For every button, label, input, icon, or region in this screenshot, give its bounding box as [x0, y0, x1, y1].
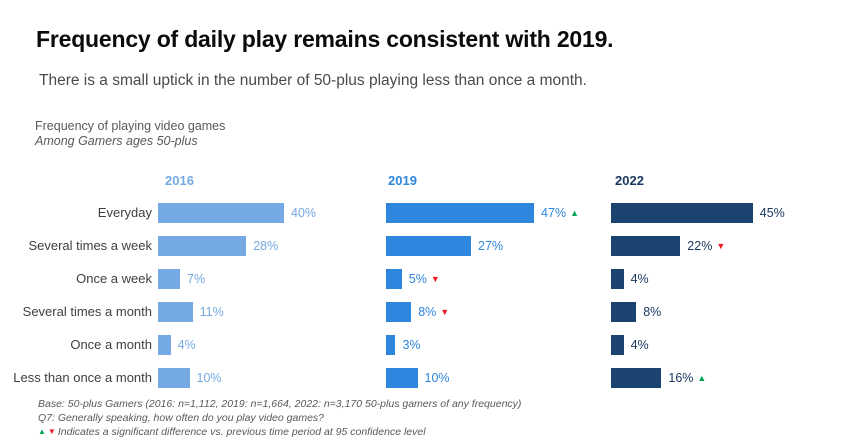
bar-2019-row4 — [386, 334, 396, 355]
bar-2019-row1 — [386, 235, 472, 256]
category-label: Everyday — [97, 204, 152, 220]
series-header-2022: 2022 — [615, 173, 644, 188]
value-label: 10% — [196, 370, 222, 385]
footnote-base: Base: 50-plus Gamers (2016: n=1,112, 201… — [38, 398, 522, 410]
category-label: Several times a week — [28, 237, 152, 253]
value-label: 10% — [424, 370, 450, 385]
value-label: 4% — [630, 271, 649, 286]
bar-2019-row2 — [386, 268, 402, 289]
bar-2016-row0 — [158, 202, 284, 223]
category-label: Once a month — [70, 336, 152, 352]
footnote-question: Q7: Generally speaking, how often do you… — [38, 411, 325, 424]
value-label: 45% — [759, 205, 785, 220]
chart-subtitle: Among Gamers ages 50-plus — [35, 133, 198, 148]
down-triangle-icon: ▼ — [430, 273, 440, 284]
value-label: 27% — [478, 238, 504, 253]
bar-2022-row3 — [611, 301, 637, 322]
series-header-2019: 2019 — [388, 173, 417, 188]
category-label: Several times a month — [22, 303, 152, 319]
bar-2019-row3 — [386, 301, 412, 322]
bar-2016-row3 — [158, 301, 193, 322]
page-subtitle: There is a small uptick in the number of… — [39, 72, 587, 89]
up-triangle-icon: ▲ — [697, 372, 707, 383]
down-triangle-icon: ▼ — [440, 306, 450, 317]
bar-2022-row2 — [611, 268, 624, 289]
page-title: Frequency of daily play remains consiste… — [36, 26, 614, 52]
value-label: 8% — [643, 304, 662, 319]
series-header-2016: 2016 — [165, 173, 194, 188]
bar-2022-row0 — [611, 202, 753, 223]
chart-heading: Frequency of playing video games Among G… — [35, 119, 225, 148]
footnote-significance: ▲ ▼ Indicates a significant difference vs.… — [38, 425, 521, 440]
up-triangle-icon: ▲ — [570, 207, 579, 218]
value-label: 47% ▲ — [541, 205, 579, 220]
down-triangle-icon: ▼ — [716, 240, 726, 251]
value-label: 4% — [630, 337, 649, 352]
bar-2016-row4 — [158, 334, 171, 355]
bar-2022-row4 — [611, 334, 624, 355]
footnotes: Base: 50-plus Gamers (2016: n=1,112, 201… — [38, 398, 521, 440]
value-label: 4% — [177, 337, 196, 352]
value-label: 8% ▼ — [418, 304, 450, 319]
bar-2016-row1 — [158, 235, 247, 256]
bar-2019-row0 — [386, 202, 535, 223]
value-label: 5% ▼ — [408, 271, 440, 286]
chart-title: Frequency of playing video games — [35, 119, 226, 133]
value-label: 28% — [253, 238, 279, 253]
down-triangle-icon: ▼ — [47, 427, 56, 436]
value-label: 11% — [199, 304, 224, 319]
value-label: 22% ▼ — [687, 238, 726, 253]
bar-2019-row5 — [386, 367, 418, 388]
value-label: 7% — [187, 271, 206, 286]
bar-2016-row5 — [158, 367, 190, 388]
category-label: Once a week — [76, 270, 152, 286]
bar-2016-row2 — [158, 268, 181, 289]
category-label: Less than once a month — [13, 369, 152, 385]
bar-2022-row5 — [611, 367, 662, 388]
bar-2022-row1 — [611, 235, 681, 256]
value-label: 16% ▲ — [668, 370, 707, 385]
up-triangle-icon: ▲ — [38, 427, 46, 436]
value-label: 3% — [402, 337, 421, 352]
footnote-significance-text: Indicates a significant difference vs. p… — [57, 426, 426, 438]
value-label: 40% — [291, 205, 317, 220]
